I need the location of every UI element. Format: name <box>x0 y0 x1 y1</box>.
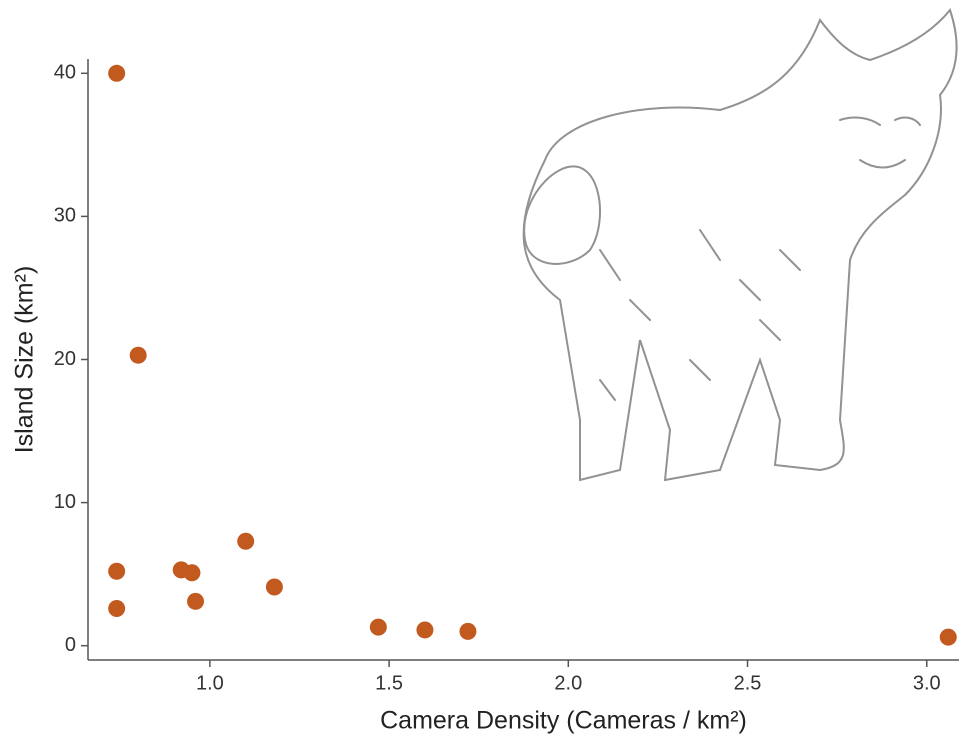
point <box>108 64 126 82</box>
point <box>265 578 283 596</box>
x-axis-title: Camera Density (Cameras / km²) <box>380 707 747 735</box>
y-axis-title: Island Size (km²) <box>11 266 39 454</box>
y-tick-label: 20 <box>54 348 76 370</box>
bobcat-illustration <box>522 7 958 482</box>
point <box>183 564 201 582</box>
y-tick-label: 30 <box>54 205 76 227</box>
x-tick-label: 2.5 <box>734 672 762 694</box>
y-tick-label: 0 <box>65 634 76 656</box>
point <box>459 622 477 640</box>
point <box>939 628 957 646</box>
y-tick-label: 10 <box>54 491 76 513</box>
point <box>129 346 147 364</box>
point <box>416 621 434 639</box>
point <box>187 592 205 610</box>
x-tick-label: 1.5 <box>375 672 403 694</box>
x-tick-label: 3.0 <box>913 672 941 694</box>
point <box>237 532 255 550</box>
y-tick-label: 40 <box>54 62 76 84</box>
point <box>108 562 126 580</box>
point <box>369 618 387 636</box>
point <box>108 599 126 617</box>
x-tick-label: 2.0 <box>554 672 582 694</box>
x-tick-label: 1.0 <box>196 672 224 694</box>
